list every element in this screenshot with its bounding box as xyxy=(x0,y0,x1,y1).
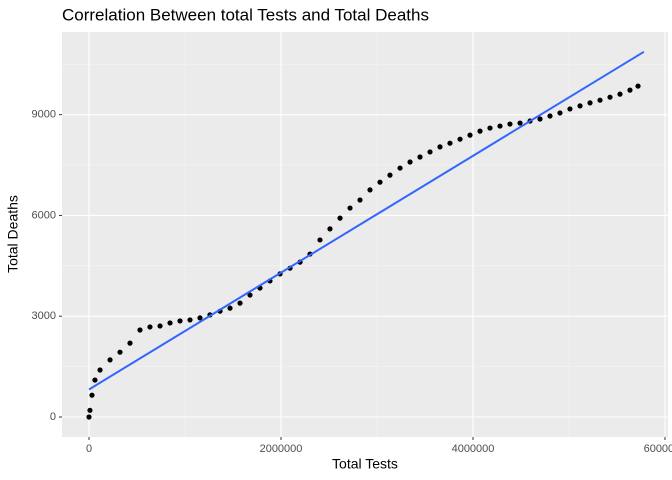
point xyxy=(607,94,613,100)
point xyxy=(167,320,173,326)
point xyxy=(137,327,143,333)
point xyxy=(597,97,603,103)
x-tick-label: 4000000 xyxy=(452,443,495,455)
point xyxy=(557,110,563,116)
point xyxy=(107,357,113,363)
point xyxy=(387,172,393,178)
point xyxy=(367,187,373,193)
point xyxy=(147,324,153,330)
point xyxy=(467,132,473,138)
point xyxy=(447,140,453,146)
point xyxy=(347,205,353,211)
point xyxy=(577,103,583,109)
point xyxy=(377,179,383,185)
point xyxy=(477,128,483,134)
point xyxy=(187,317,193,323)
fit-line xyxy=(88,50,645,391)
point xyxy=(427,149,433,155)
point xyxy=(457,136,463,142)
point xyxy=(127,340,133,346)
x-tick-label: 6000000 xyxy=(644,443,672,455)
point xyxy=(97,367,103,373)
point xyxy=(497,123,503,129)
point xyxy=(247,292,253,298)
y-axis-label: Total Deaths xyxy=(5,195,21,273)
point xyxy=(517,120,523,126)
point xyxy=(397,165,403,171)
x-tick-label: 2000000 xyxy=(260,443,303,455)
point xyxy=(177,318,183,324)
point xyxy=(327,226,333,232)
point xyxy=(317,237,323,243)
point xyxy=(537,116,543,122)
point xyxy=(417,154,423,160)
point xyxy=(407,159,413,165)
y-tick-label: 0 xyxy=(50,411,56,423)
x-tick-label: 0 xyxy=(86,443,92,455)
point xyxy=(627,87,633,93)
point xyxy=(89,392,95,398)
y-tick-label: 9000 xyxy=(32,109,56,121)
y-tick-label: 6000 xyxy=(32,209,56,221)
point xyxy=(86,414,92,420)
point xyxy=(437,144,443,150)
point xyxy=(587,100,593,106)
point xyxy=(227,305,233,311)
point xyxy=(237,300,243,306)
point xyxy=(117,349,123,355)
point xyxy=(487,125,493,131)
point xyxy=(92,377,98,383)
point xyxy=(197,315,203,321)
point xyxy=(507,121,513,127)
point xyxy=(617,91,623,97)
y-tick-label: 3000 xyxy=(32,310,56,322)
point xyxy=(547,113,553,119)
chart-title: Correlation Between total Tests and Tota… xyxy=(62,5,429,24)
point xyxy=(635,83,641,89)
point xyxy=(337,215,343,221)
point xyxy=(87,407,93,413)
point xyxy=(567,106,573,112)
point xyxy=(357,197,363,203)
x-axis-label: Total Tests xyxy=(332,456,398,472)
point xyxy=(157,323,163,329)
